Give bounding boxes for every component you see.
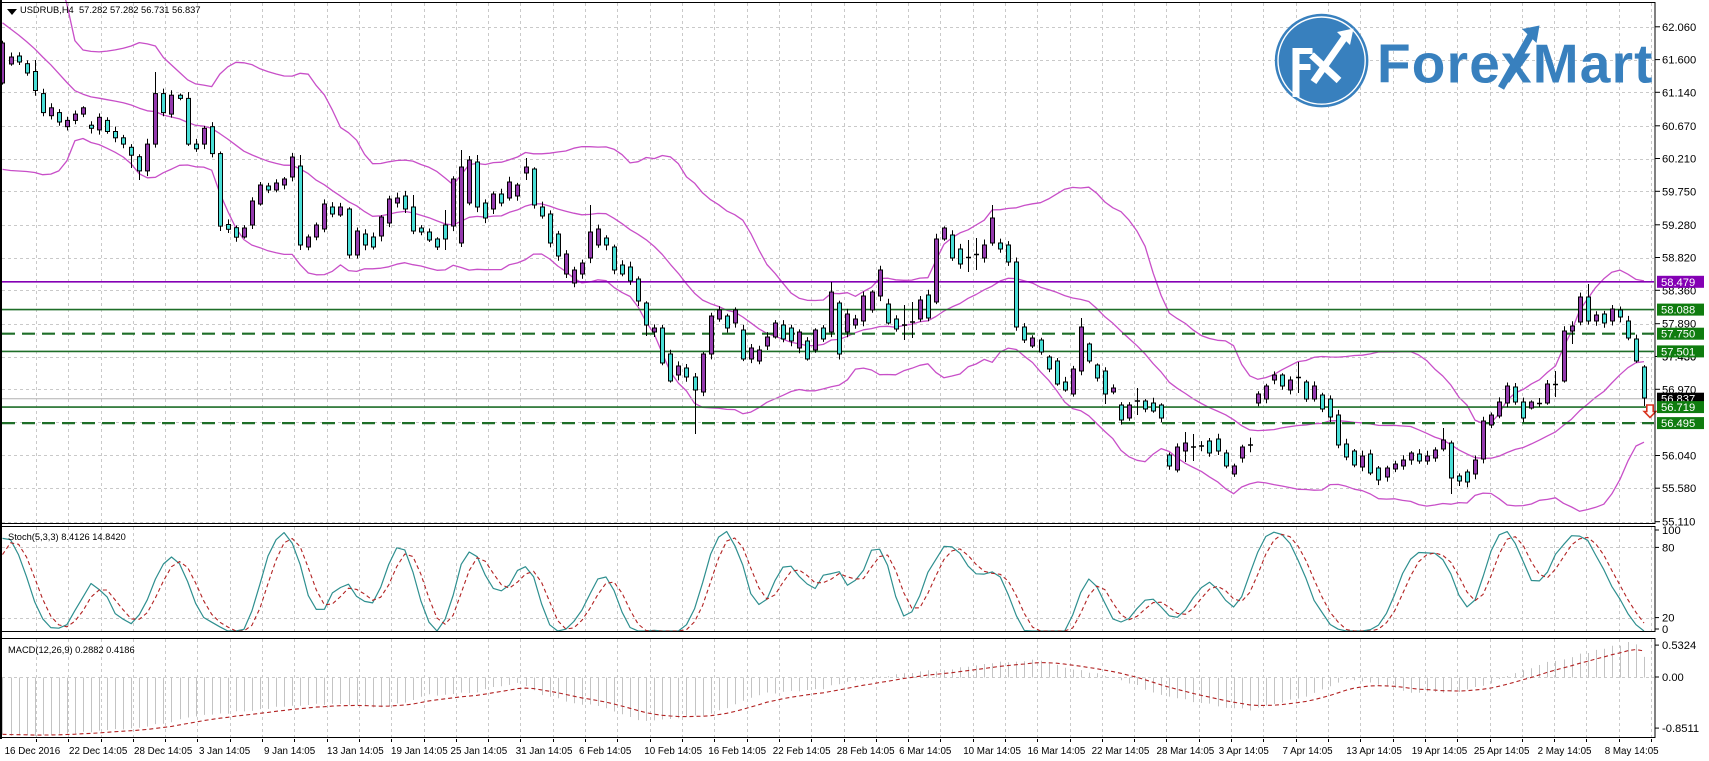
svg-text:20: 20	[1662, 613, 1674, 625]
svg-text:13 Jan 14:05: 13 Jan 14:05	[327, 746, 384, 757]
svg-text:58.360: 58.360	[1662, 285, 1696, 297]
svg-text:31 Jan 14:05: 31 Jan 14:05	[516, 746, 573, 757]
svg-text:6 Mar 14:05: 6 Mar 14:05	[899, 746, 952, 757]
svg-text:57.501: 57.501	[1661, 346, 1695, 358]
svg-text:0: 0	[1662, 624, 1668, 636]
svg-text:22 Feb 14:05: 22 Feb 14:05	[773, 746, 831, 757]
svg-text:55.110: 55.110	[1662, 517, 1695, 529]
svg-text:3 Jan 14:05: 3 Jan 14:05	[199, 746, 251, 757]
svg-text:56.719: 56.719	[1661, 402, 1695, 414]
svg-text:58.479: 58.479	[1661, 277, 1695, 289]
svg-text:57.750: 57.750	[1661, 329, 1695, 341]
svg-text:58.088: 58.088	[1661, 305, 1695, 317]
svg-text:16 Dec 2016: 16 Dec 2016	[5, 746, 61, 757]
svg-text:60.670: 60.670	[1662, 121, 1696, 133]
svg-text:10 Feb 14:05: 10 Feb 14:05	[644, 746, 702, 757]
svg-text:2 May 14:05: 2 May 14:05	[1538, 746, 1592, 757]
svg-text:7 Apr 14:05: 7 Apr 14:05	[1283, 746, 1334, 757]
svg-text:28 Feb 14:05: 28 Feb 14:05	[837, 746, 895, 757]
svg-text:-0.8511: -0.8511	[1662, 723, 1699, 735]
svg-text:25 Jan 14:05: 25 Jan 14:05	[451, 746, 508, 757]
svg-text:13 Apr 14:05: 13 Apr 14:05	[1346, 746, 1402, 757]
svg-text:59.280: 59.280	[1662, 220, 1696, 232]
svg-text:9 Jan 14:05: 9 Jan 14:05	[264, 746, 316, 757]
svg-text:0.00: 0.00	[1662, 672, 1684, 684]
svg-text:56.495: 56.495	[1661, 418, 1695, 430]
svg-text:10 Mar 14:05: 10 Mar 14:05	[963, 746, 1021, 757]
svg-text:55.580: 55.580	[1662, 483, 1696, 495]
svg-text:28 Dec 14:05: 28 Dec 14:05	[134, 746, 193, 757]
svg-text:16 Feb 14:05: 16 Feb 14:05	[708, 746, 766, 757]
svg-text:MACD(12,26,9) 0.2882 0.4186: MACD(12,26,9) 0.2882 0.4186	[8, 645, 135, 655]
svg-text:80: 80	[1662, 542, 1674, 554]
svg-text:16 Mar 14:05: 16 Mar 14:05	[1028, 746, 1086, 757]
svg-text:62.060: 62.060	[1662, 22, 1696, 34]
svg-text:8 May 14:05: 8 May 14:05	[1605, 746, 1659, 757]
svg-text:61.140: 61.140	[1662, 87, 1696, 99]
svg-text:USDRUB,H4: USDRUB,H4	[20, 5, 74, 15]
svg-text:19 Apr 14:05: 19 Apr 14:05	[1412, 746, 1468, 757]
svg-text:58.820: 58.820	[1662, 253, 1696, 265]
svg-text:61.600: 61.600	[1662, 55, 1696, 67]
svg-text:22 Dec 14:05: 22 Dec 14:05	[69, 746, 128, 757]
svg-text:25 Apr 14:05: 25 Apr 14:05	[1474, 746, 1530, 757]
svg-text:0.5324: 0.5324	[1662, 640, 1696, 652]
svg-text:57.282 57.282 56.731 56.837: 57.282 57.282 56.731 56.837	[79, 5, 201, 15]
svg-text:56.040: 56.040	[1662, 451, 1696, 463]
svg-text:100: 100	[1662, 525, 1681, 537]
svg-text:59.750: 59.750	[1662, 186, 1696, 198]
svg-text:19 Jan 14:05: 19 Jan 14:05	[391, 746, 448, 757]
svg-text:60.210: 60.210	[1662, 154, 1696, 166]
svg-text:6 Feb 14:05: 6 Feb 14:05	[579, 746, 632, 757]
svg-text:Stoch(5,3,3) 8.4126 14.8420: Stoch(5,3,3) 8.4126 14.8420	[8, 532, 126, 542]
svg-text:28 Mar 14:05: 28 Mar 14:05	[1157, 746, 1215, 757]
svg-text:3 Apr 14:05: 3 Apr 14:05	[1219, 746, 1270, 757]
svg-text:22 Mar 14:05: 22 Mar 14:05	[1092, 746, 1150, 757]
